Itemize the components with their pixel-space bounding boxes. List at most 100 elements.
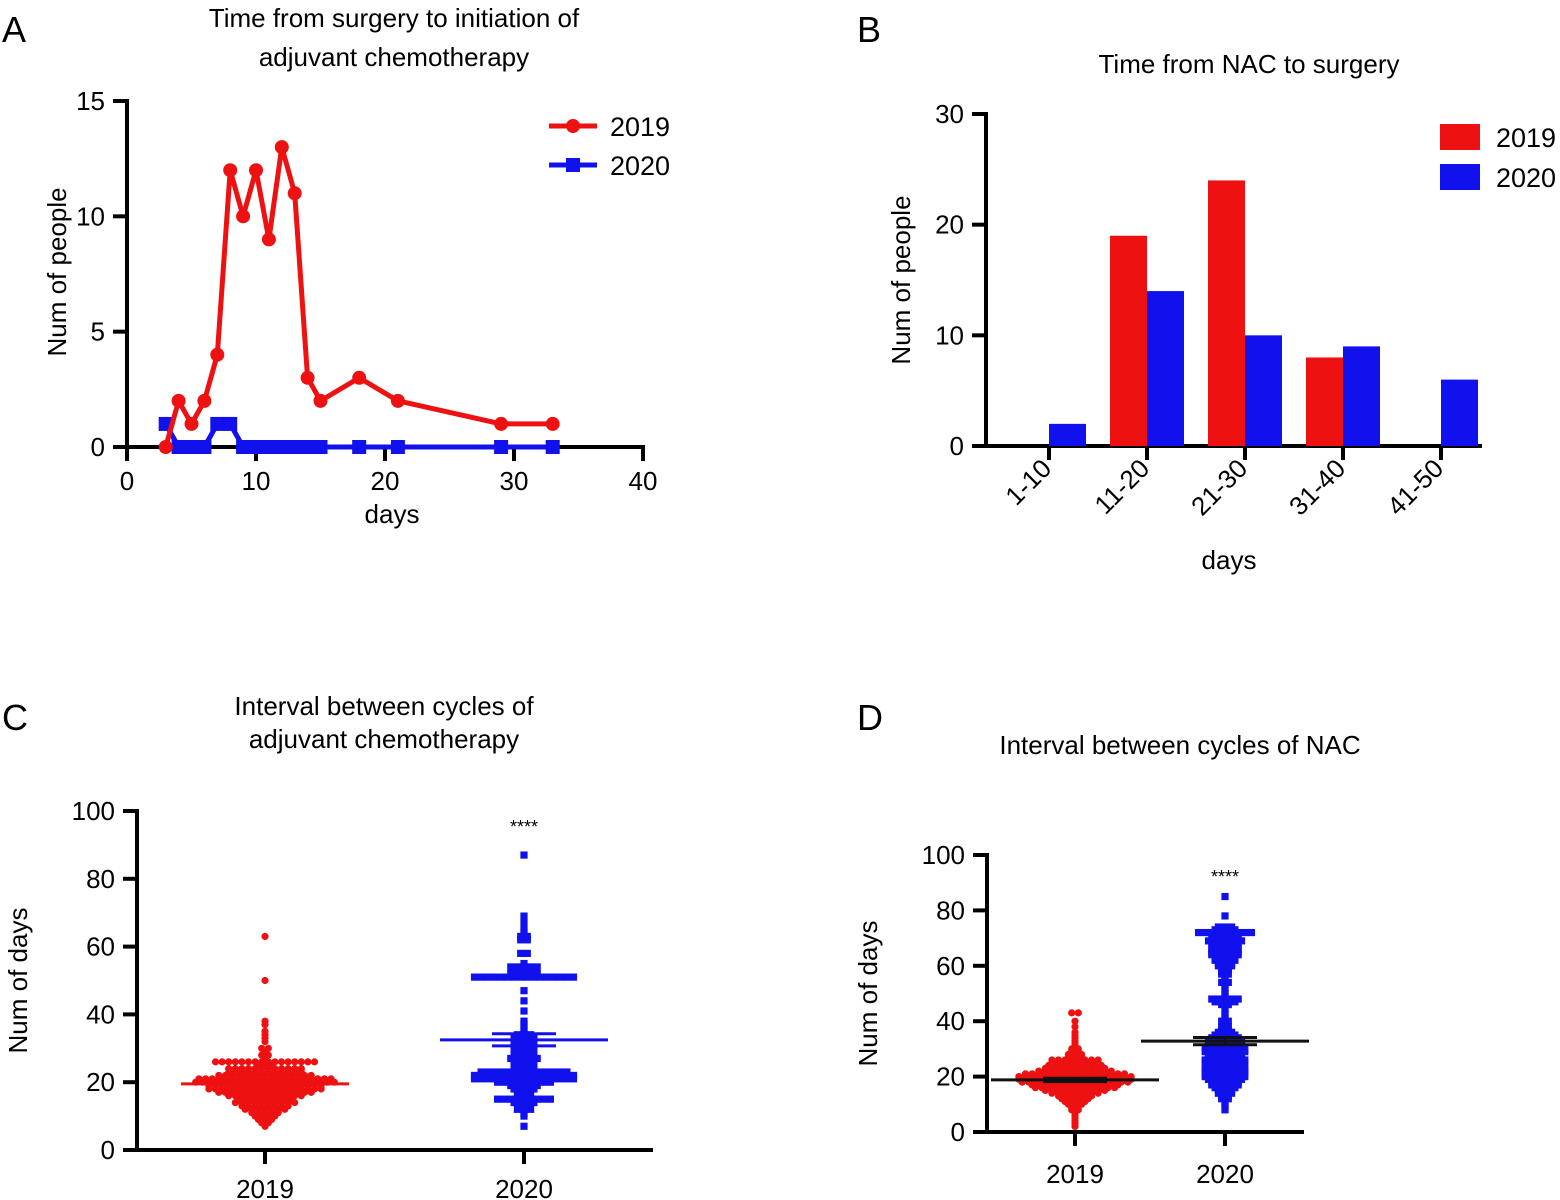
legend-2019-label: 2019: [610, 112, 670, 142]
point-2019: [1097, 1061, 1105, 1070]
series-2019-point: [184, 416, 199, 431]
point-2020: [517, 949, 525, 957]
point-2020: [540, 1095, 548, 1103]
point-2020: [569, 973, 578, 981]
panel-c-title-line1: Interval between cycles of: [234, 691, 534, 721]
panel-d-y-axis-label: Num of days: [853, 921, 883, 1067]
point-2020: [536, 1068, 545, 1076]
point-2019: [231, 1065, 239, 1073]
panel-b-x-tick-label: 11-20: [1088, 453, 1155, 520]
bar-2019-11-20: [1110, 235, 1147, 446]
point-2020: [1208, 945, 1216, 953]
point-2020: [1195, 928, 1203, 937]
series-2019-point: [158, 440, 173, 454]
point-2019: [1071, 1028, 1079, 1036]
series-2020-point: [184, 440, 199, 454]
point-2020: [520, 1122, 528, 1130]
panel-d-y-tick-label: 100: [922, 840, 965, 870]
legend-2019-swatch: [1440, 124, 1480, 150]
series-2020-point: [223, 416, 238, 431]
point-2019: [261, 976, 269, 985]
point-2019: [258, 1044, 266, 1052]
point-2019: [215, 1071, 223, 1080]
series-2020-point: [261, 440, 276, 454]
point-2019: [320, 1075, 328, 1083]
series-2019-point: [236, 209, 251, 224]
point-2020: [523, 949, 531, 957]
point-2019: [1127, 1073, 1135, 1081]
series-2020-point: [494, 440, 509, 454]
point-2019: [284, 1058, 292, 1066]
point-2019: [261, 1027, 269, 1035]
point-2020: [1228, 934, 1236, 942]
point-2020: [507, 963, 515, 971]
panel-d-x-tick-label: 2019: [1046, 1159, 1104, 1189]
panel-c-y-tick-label: 100: [72, 796, 115, 826]
point-2020: [1214, 934, 1222, 942]
point-2019: [225, 1058, 233, 1066]
point-2020: [550, 1068, 558, 1076]
point-2019: [1071, 1023, 1079, 1031]
point-2019: [218, 1058, 226, 1066]
panel-c-y-tick-label: 40: [86, 999, 115, 1029]
significance-annotation: ****: [1211, 867, 1239, 887]
panel-a-marks: [158, 140, 560, 454]
point-2019: [1028, 1070, 1036, 1078]
point-2019: [1021, 1070, 1030, 1078]
point-2020: [520, 959, 528, 968]
point-2020: [1228, 923, 1236, 931]
series-2020-point: [352, 440, 367, 454]
panel-d-y-tick-label: 40: [936, 1006, 965, 1036]
point-2019: [261, 1017, 269, 1025]
bar-2020-1-10: [1049, 423, 1086, 446]
series-2020-point: [274, 440, 289, 454]
panel-b-x-axis-label: days: [1202, 545, 1257, 575]
panel-a-y-tick-label: 15: [76, 86, 105, 116]
panel-c-x-tick-label: 2019: [236, 1174, 294, 1200]
point-2020: [1221, 923, 1229, 931]
point-2020: [477, 973, 485, 981]
point-2020: [527, 970, 535, 978]
point-2020: [1234, 934, 1242, 942]
point-2019: [238, 1058, 246, 1066]
point-2019: [297, 1065, 305, 1073]
point-2020: [1208, 934, 1216, 942]
panel-c-y-tick-label: 0: [101, 1135, 115, 1165]
point-2019: [277, 1058, 286, 1066]
series-2019-point: [223, 163, 238, 178]
point-2019: [1114, 1070, 1122, 1078]
panel-b-y-tick-label: 30: [935, 99, 964, 129]
point-2020: [1234, 945, 1242, 953]
series-2020-point: [545, 440, 560, 454]
point-2020: [1214, 923, 1222, 931]
bar-2020-11-20: [1147, 291, 1184, 446]
point-2019: [314, 1075, 322, 1083]
panel-a-x-tick-label: 10: [242, 466, 271, 496]
point-2020: [520, 970, 528, 978]
panel-a-x-axis-label: days: [365, 499, 420, 529]
point-2020: [1221, 934, 1229, 942]
panel-d-y-tick-label: 0: [951, 1117, 965, 1147]
point-2019: [261, 932, 269, 941]
panel-b-y-tick-label: 20: [935, 210, 964, 240]
panel-b-legend: 2019 2020: [1440, 123, 1556, 193]
panel-c-title-line2: adjuvant chemotherapy: [249, 724, 519, 754]
panel-a-y-tick-label: 10: [76, 201, 105, 231]
panel-c-axes: 0 20 40 60 80 100 Num of days 2019 2020: [3, 796, 653, 1200]
point-2020: [1221, 892, 1229, 901]
point-2019: [1120, 1070, 1129, 1078]
bar-2020-41-50: [1441, 379, 1478, 446]
point-2019: [244, 1065, 253, 1073]
point-2020: [520, 997, 528, 1005]
panel-b-x-tick-label: 21-30: [1185, 453, 1253, 521]
panel-d-y-tick-label: 20: [936, 1062, 965, 1092]
series-2019-point: [300, 370, 315, 385]
series-2019-point: [313, 393, 328, 408]
panel-c-x-tick-label: 2020: [495, 1174, 553, 1200]
series-2019-point: [249, 163, 263, 178]
point-2020: [563, 1068, 571, 1076]
panel-d-marks: ****: [991, 867, 1309, 1131]
panel-label-d: D: [857, 697, 883, 738]
series-2020-point: [287, 440, 302, 454]
